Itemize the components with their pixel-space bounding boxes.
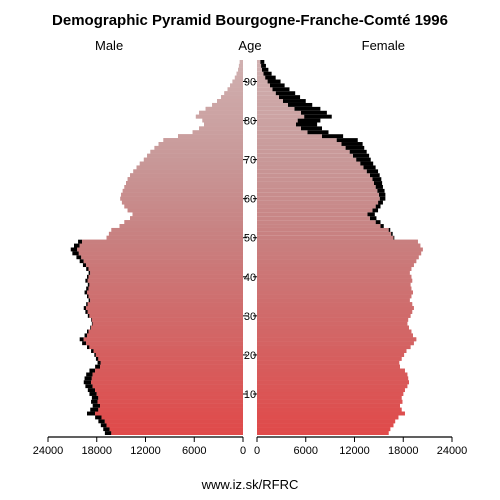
- svg-text:80: 80: [244, 116, 256, 128]
- svg-text:6000: 6000: [182, 445, 206, 457]
- svg-text:12000: 12000: [339, 445, 370, 457]
- svg-text:70: 70: [244, 155, 256, 167]
- svg-text:0: 0: [240, 445, 246, 457]
- svg-text:0: 0: [254, 445, 260, 457]
- svg-text:18000: 18000: [81, 445, 112, 457]
- pyramid-svg: 00 6000 6000 12000 12000 18000 18000 24000 24000…: [30, 55, 470, 465]
- svg-text:30: 30: [244, 311, 256, 323]
- chart-title: Demographic Pyramid Bourgogne-Franche-Co…: [0, 12, 500, 29]
- pyramid-chart-container: Demographic Pyramid Bourgogne-Franche-Co…: [0, 0, 500, 500]
- svg-text:12000: 12000: [130, 445, 161, 457]
- svg-text:6000: 6000: [294, 445, 318, 457]
- svg-text:40: 40: [244, 272, 256, 284]
- svg-text:24000: 24000: [33, 445, 64, 457]
- svg-text:18000: 18000: [388, 445, 419, 457]
- svg-text:20: 20: [244, 350, 256, 362]
- svg-text:50: 50: [244, 233, 256, 245]
- svg-text:10: 10: [244, 389, 256, 401]
- svg-text:60: 60: [244, 194, 256, 206]
- label-female: Female: [362, 38, 405, 53]
- svg-text:24000: 24000: [437, 445, 468, 457]
- label-age: Age: [0, 38, 500, 53]
- footer-url: www.iz.sk/RFRC: [0, 477, 500, 492]
- svg-text:90: 90: [244, 76, 256, 88]
